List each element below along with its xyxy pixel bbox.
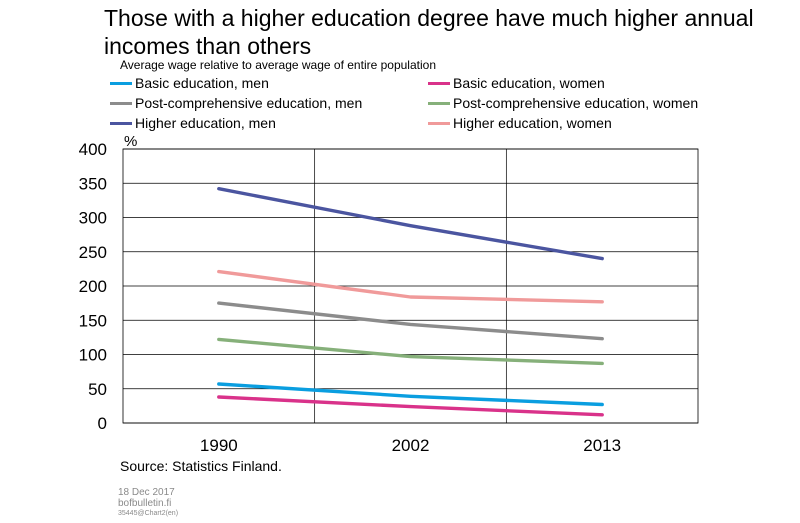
plot-frame [122,148,699,424]
series-line-3 [217,301,604,341]
x-tick-label: 2002 [392,436,430,455]
legend-label: Post-comprehensive education, men [135,95,363,111]
legend-label: Higher education, women [453,115,612,131]
footer-site: bofbulletin.fi [118,498,172,509]
footer-date: 18 Dec 2017 [118,487,175,498]
y-tick-label: 0 [98,414,107,433]
y-tick-label: 250 [79,243,107,262]
legend-swatch [428,102,450,105]
series-line-2 [217,395,604,417]
legend-label: Basic education, women [453,75,605,91]
y-tick-label: 200 [79,277,107,296]
footer: 18 Dec 2017 bofbulletin.fi 35445@Chart2(… [118,487,178,518]
y-tick-label: 50 [88,380,107,399]
x-tick-label: 1990 [200,436,238,455]
x-tick-label: 2013 [583,436,621,455]
y-tick-label: 300 [79,209,107,228]
chart-subtitle: Average wage relative to average wage of… [120,58,436,72]
legend-label: Post-comprehensive education, women [453,95,699,111]
y-tick-label: 100 [79,346,107,365]
legend-label: Basic education, men [135,75,269,91]
series-line-4 [217,337,604,366]
series-line-5 [217,186,604,261]
footer-code: 35445@Chart2(en) [118,510,179,517]
y-tick-label: 150 [79,311,107,330]
y-axis-label: % [124,133,137,150]
series-line-6 [217,269,604,304]
source-note: Source: Statistics Finland. [120,458,282,474]
legend-swatch [428,82,450,85]
series-line-1 [217,382,604,407]
legend-swatch [110,102,132,105]
legend-label: Higher education, men [135,115,276,131]
y-tick-label: 350 [79,174,107,193]
legend-swatch [428,122,450,125]
y-tick-label: 400 [79,140,107,159]
legend-swatch [110,82,132,85]
chart-title: Those with a higher education degree hav… [104,5,754,59]
legend-swatch [110,122,132,125]
